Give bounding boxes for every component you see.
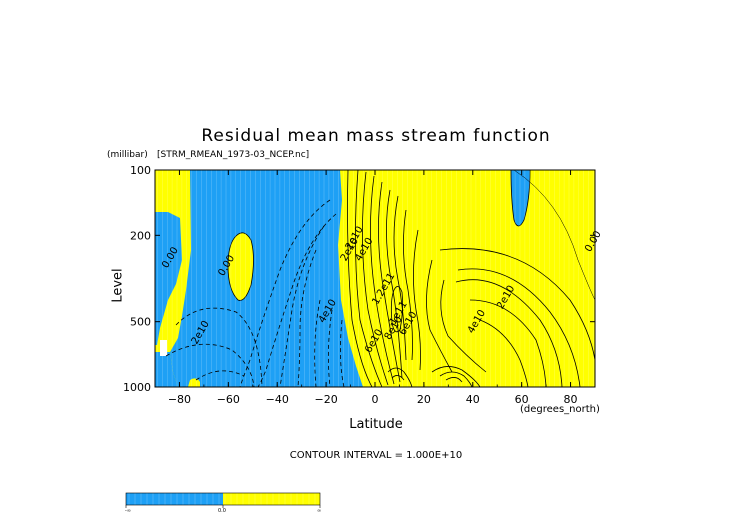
contour-line-positive-outer [513, 169, 596, 301]
contour-line-positive-12 [455, 279, 563, 388]
contour-line-positive-20 [387, 367, 413, 388]
y-axis-units: (millibar) [107, 150, 148, 160]
contour-line-positive-6 [393, 195, 407, 361]
colorbar-negative-swatch [126, 493, 223, 505]
contour-line-positive-18 [439, 371, 473, 388]
contour-line-positive-16 [479, 319, 529, 388]
x-tick-label-5: 20 [417, 393, 431, 406]
contour-line-positive-10 [426, 259, 453, 373]
shaded-fill-layer [155, 169, 595, 387]
y-tick-label-2: 200 [130, 229, 151, 242]
x-tick-label-3: −20 [315, 393, 338, 406]
contour-line-negative-9 [340, 319, 345, 388]
contour-line-positive-1 [355, 169, 383, 388]
negative-region-main [170, 170, 363, 387]
y-axis-ticks: 1000 500 200 100 [123, 164, 595, 394]
contour-line-positive-13 [457, 268, 581, 388]
x-axis-units: (degrees_north) [520, 404, 600, 415]
x-axis-ticks: −80 −60 −40 −20 0 20 40 60 80 [154, 170, 596, 406]
contour-line-positive-17 [431, 366, 481, 388]
negative-region-north [510, 169, 531, 227]
colorbar-min-label: -∞ [125, 508, 131, 514]
missing-data-notch [160, 340, 167, 356]
contour-line-negative-2 [279, 225, 325, 388]
contour-line-positive-7 [390, 286, 404, 333]
x-tick-label-7: 60 [515, 393, 529, 406]
negative-region-south-edge [155, 212, 182, 345]
x-tick-label-4: 0 [372, 393, 379, 406]
contour-line-positive-5 [386, 189, 403, 379]
contour-line-positive-4 [378, 181, 401, 383]
contour-line-negative-5 [165, 343, 255, 388]
contour-interval-label: CONTOUR INTERVAL = 1.000E+10 [289, 450, 463, 461]
colorbar-max-label: ∞ [317, 508, 322, 514]
source-file-label: [STRM_RMEAN_1973-03_NCEP.nc] [157, 150, 310, 160]
x-tick-label-0: −80 [168, 393, 191, 406]
contour-line-positive-15 [469, 299, 547, 388]
positive-speck [188, 378, 200, 387]
y-axis-label: Level [110, 268, 126, 303]
contour-line-positive-3 [370, 175, 395, 385]
contour-line-positive-14 [439, 248, 596, 361]
colorbar [125, 492, 321, 508]
x-tick-label-6: 40 [466, 393, 480, 406]
y-tick-label-1: 500 [130, 316, 151, 329]
chart-title: Residual mean mass stream function [201, 126, 551, 146]
positive-island [227, 232, 254, 301]
contour-line-negative-1 [257, 213, 337, 388]
shading-grid-lines [157, 170, 594, 387]
contour-line-negative-4 [175, 307, 263, 388]
contour-lines [165, 169, 596, 388]
contour-line-positive-8 [403, 209, 413, 361]
contour-line-positive-21 [391, 375, 405, 381]
x-tick-label-1: −60 [217, 393, 240, 406]
y-tick-label-0: 1000 [123, 381, 151, 394]
contour-line-positive-2 [362, 171, 389, 386]
negative-region-southwest [155, 352, 178, 387]
contour-line-negative-8 [328, 309, 333, 388]
x-axis-label: Latitude [349, 417, 403, 432]
x-tick-label-8: 80 [564, 393, 578, 406]
contour-line-positive-11 [440, 279, 487, 373]
contour-line-positive-0 [347, 169, 373, 388]
contour-line-negative-7 [314, 299, 321, 388]
x-tick-label-2: −40 [266, 393, 289, 406]
colorbar-positive-swatch [223, 493, 320, 505]
contour-line-negative-3 [297, 249, 317, 388]
contour-line-positive-9 [413, 229, 421, 371]
contour-line-negative-0 [239, 199, 331, 388]
contour-line-positive-19 [445, 377, 463, 383]
y-tick-label-3: 100 [130, 164, 151, 177]
colorbar-mid-label: 0.0 [218, 508, 226, 514]
